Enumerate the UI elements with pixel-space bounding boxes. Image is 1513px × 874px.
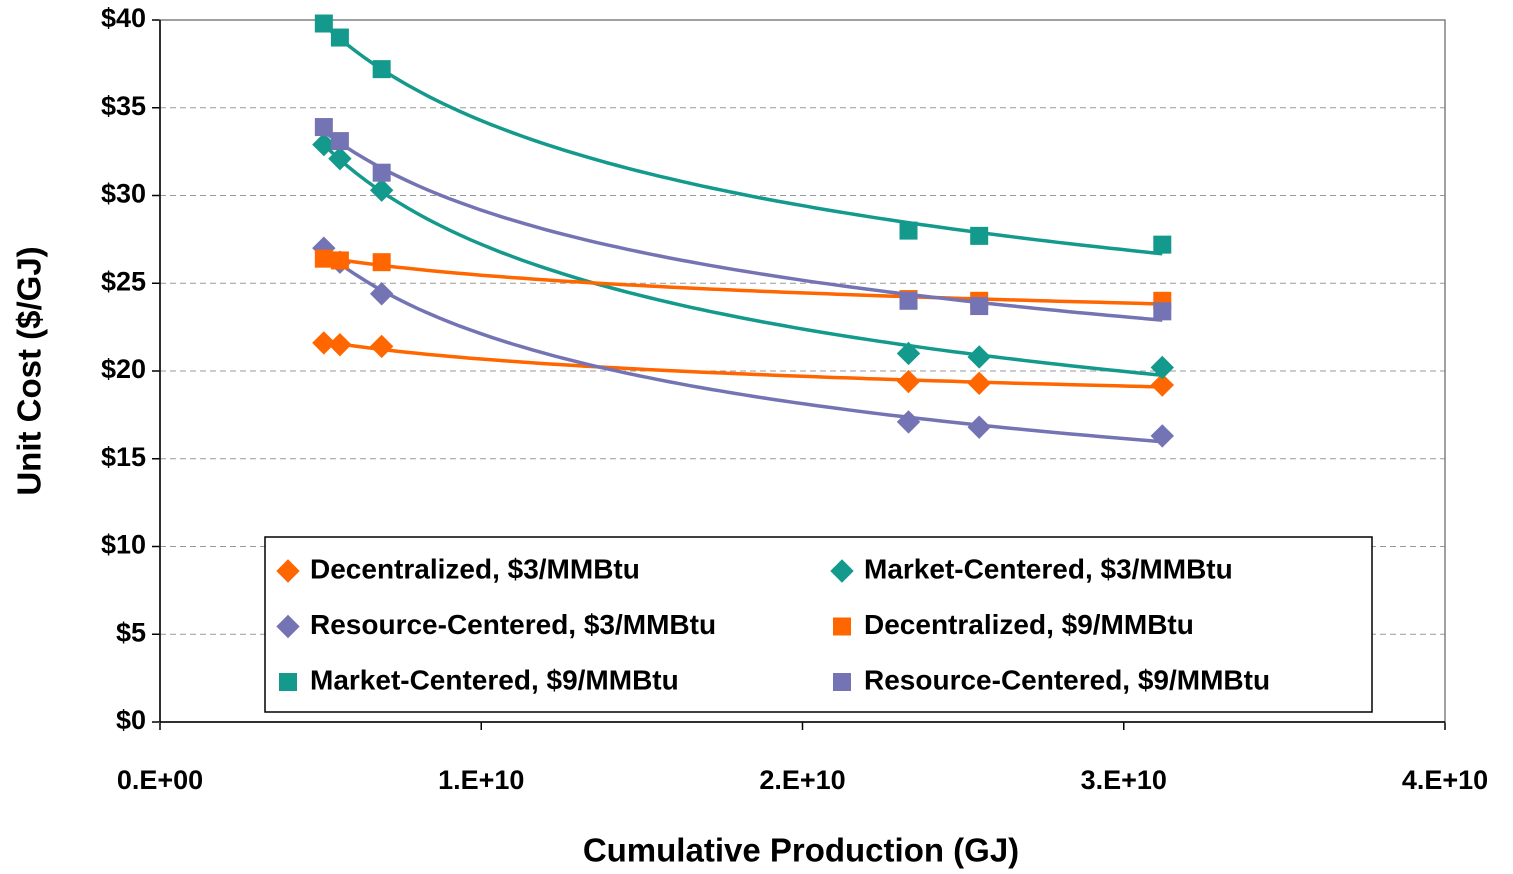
legend-marker	[276, 614, 300, 639]
y-tick-label: $40	[101, 3, 146, 33]
point	[369, 282, 394, 306]
point	[372, 253, 391, 272]
point	[896, 369, 921, 394]
point	[314, 118, 333, 137]
legend-label: Market-Centered, $9/MMBtu	[310, 664, 679, 695]
trend-line	[323, 339, 1163, 389]
y-tick-label: $5	[116, 617, 146, 647]
point	[896, 410, 921, 434]
y-tick-label: $30	[101, 179, 146, 209]
legend-label: Decentralized, $3/MMBtu	[310, 553, 640, 584]
point	[1150, 373, 1174, 397]
legend-label: Resource-Centered, $3/MMBtu	[310, 609, 716, 640]
point	[330, 251, 349, 270]
legend-label: Market-Centered, $3/MMBtu	[864, 553, 1233, 584]
trend-line	[322, 143, 1163, 377]
point	[330, 28, 349, 47]
y-tick-label: $35	[101, 91, 146, 121]
legend-marker	[830, 559, 854, 583]
point	[970, 226, 989, 245]
y-tick-label: $10	[101, 530, 146, 560]
point	[970, 297, 989, 316]
point	[967, 345, 991, 369]
legend-marker	[833, 617, 851, 636]
point	[312, 331, 336, 355]
y-tick-label: $0	[116, 705, 146, 735]
point	[896, 341, 921, 366]
legend-marker	[279, 673, 297, 691]
point	[372, 60, 391, 79]
point	[899, 291, 918, 310]
trend-line	[322, 23, 1163, 256]
legend-marker	[276, 559, 300, 583]
point	[369, 334, 394, 359]
point	[1150, 424, 1174, 448]
y-tick-label: $25	[101, 266, 146, 296]
point	[314, 249, 333, 268]
legend-marker	[833, 673, 851, 691]
trend-line	[322, 249, 1163, 444]
legend-label: Decentralized, $9/MMBtu	[864, 609, 1194, 640]
x-tick-label: 4.E+10	[1402, 765, 1488, 795]
legend-label: Resource-Centered, $9/MMBtu	[864, 664, 1270, 695]
trend-line	[322, 129, 1163, 322]
x-tick-label: 3.E+10	[1081, 765, 1167, 795]
x-tick-label: 0.E+00	[117, 765, 203, 795]
point	[314, 14, 333, 33]
x-tick-label: 2.E+10	[759, 765, 845, 795]
point	[967, 415, 991, 439]
x-tick-label: 1.E+10	[438, 765, 524, 795]
point	[330, 132, 349, 151]
y-axis-title: Unit Cost ($/GJ)	[11, 246, 48, 495]
point	[312, 132, 336, 157]
trend-line	[323, 255, 1163, 306]
point	[967, 371, 991, 395]
legend: Decentralized, $3/MMBtu Market-Centered, …	[264, 536, 1373, 713]
y-tick-label: $15	[101, 442, 146, 472]
point	[1153, 235, 1172, 254]
x-axis-title: Cumulative Production (GJ)	[583, 832, 1019, 869]
point	[899, 221, 918, 240]
legend-box	[264, 536, 1373, 713]
point	[328, 332, 352, 357]
point	[372, 163, 391, 182]
y-tick-label: $20	[101, 354, 146, 384]
point	[328, 146, 352, 171]
point	[1150, 355, 1174, 380]
point	[369, 178, 394, 202]
point	[1153, 302, 1172, 321]
